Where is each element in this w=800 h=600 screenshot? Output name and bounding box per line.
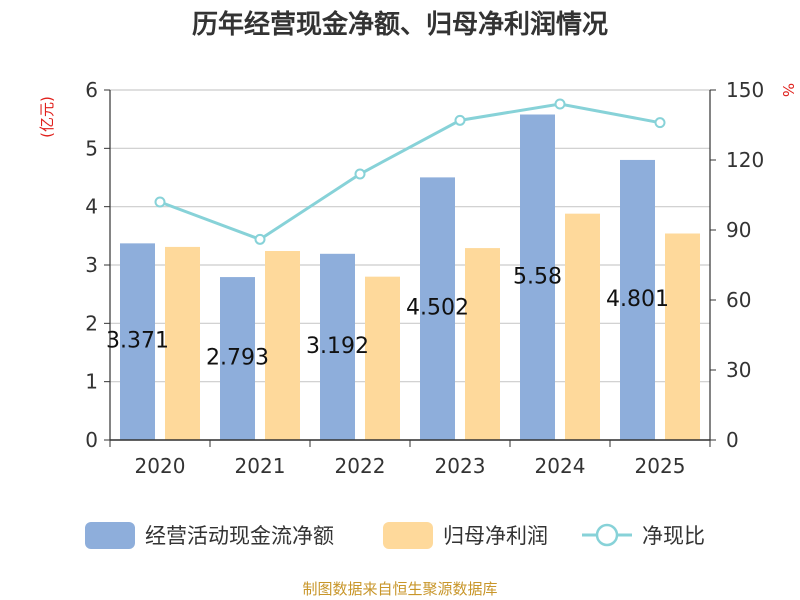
ratio-point	[154, 196, 166, 208]
bar-net-profit	[465, 248, 500, 440]
data-label: 3.192	[306, 334, 369, 359]
bar-operating-cash-flow	[420, 177, 455, 440]
legend-swatch-cash-flow	[85, 522, 135, 549]
legend-swatch-ratio-marker	[595, 523, 619, 547]
x-axis-tick-label: 2024	[535, 454, 586, 478]
bar-net-profit	[665, 233, 700, 440]
bar-operating-cash-flow	[220, 277, 255, 440]
ratio-point	[354, 168, 366, 180]
chart-title: 历年经营现金净额、归母净利润情况	[192, 9, 608, 40]
left-axis-tick-label: 2	[85, 311, 98, 335]
bar-operating-cash-flow	[520, 114, 555, 440]
bar-operating-cash-flow	[620, 159, 655, 441]
left-axis-tick-label: 3	[85, 253, 98, 277]
data-label: 4.801	[606, 287, 669, 312]
right-axis-tick-label: 150	[726, 78, 764, 102]
right-axis-tick-label: 0	[726, 428, 739, 452]
left-axis-tick-label: 6	[85, 78, 98, 102]
bar-net-profit	[265, 251, 300, 440]
legend-label-cash-flow: 经营活动现金流净额	[145, 524, 334, 548]
x-axis-tick-label: 2022	[335, 454, 386, 478]
ratio-point	[254, 233, 266, 245]
legend-label-ratio: 净现比	[642, 524, 705, 548]
left-axis-tick-label: 1	[85, 370, 98, 394]
right-axis-tick-label: 30	[726, 358, 751, 382]
source-note: 制图数据来自恒生聚源数据库	[302, 580, 497, 598]
right-axis-unit: %	[779, 83, 797, 97]
ratio-point	[554, 98, 566, 110]
data-labels: 3.371 2.793 3.192 4.502 5.58 4.801	[106, 264, 669, 370]
right-axis-tick-label: 120	[726, 148, 764, 172]
legend-swatch-net-profit	[383, 522, 433, 549]
data-label: 3.371	[106, 329, 169, 354]
x-axis-tick-label: 2025	[635, 454, 686, 478]
x-axis-tick-label: 2021	[235, 454, 286, 478]
bar-operating-cash-flow	[120, 243, 155, 440]
ratio-point	[654, 117, 666, 129]
bar-net-profit	[165, 246, 200, 440]
bar-net-profit	[365, 276, 400, 440]
right-axis-tick-label: 90	[726, 218, 751, 242]
ratio-line	[154, 98, 666, 245]
bars	[120, 114, 700, 441]
data-label: 2.793	[206, 346, 269, 371]
bar-net-profit	[565, 213, 600, 440]
right-axis-tick-label: 60	[726, 288, 751, 312]
legend-label-net-profit: 归母净利润	[443, 524, 548, 548]
data-label: 5.58	[513, 264, 562, 289]
left-axis-tick-label: 0	[85, 428, 98, 452]
left-axis-tick-label: 4	[85, 195, 98, 219]
ratio-line-path	[159, 102, 661, 242]
legend: 经营活动现金流净额 归母净利润 净现比	[85, 522, 705, 549]
x-axis-tick-label: 2023	[435, 454, 486, 478]
bar-operating-cash-flow	[320, 253, 355, 440]
ratio-point	[454, 114, 466, 126]
x-axis-tick-label: 2020	[135, 454, 186, 478]
left-axis-tick-label: 5	[85, 136, 98, 160]
left-axis-unit: (亿元)	[38, 96, 56, 138]
data-label: 4.502	[406, 296, 469, 321]
